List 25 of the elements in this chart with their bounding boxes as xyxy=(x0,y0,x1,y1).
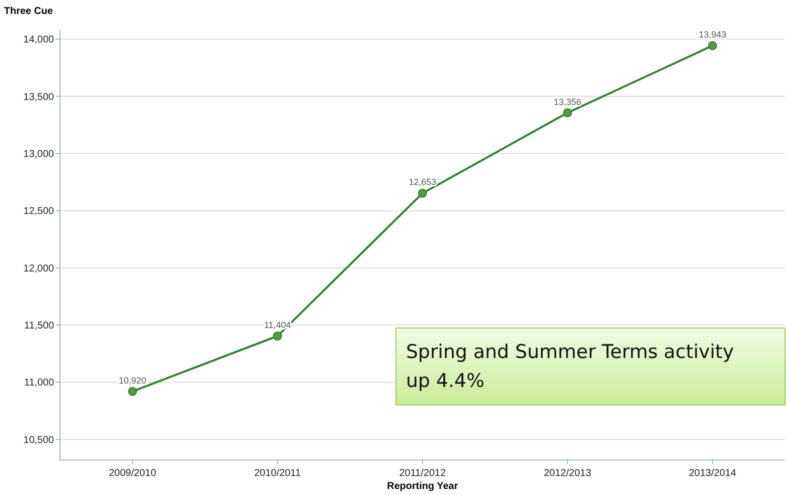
point xyxy=(273,332,282,341)
y-axis-title: Three Cue xyxy=(4,6,54,17)
y-tick-label: 13,500 xyxy=(23,92,54,103)
point xyxy=(708,41,717,50)
x-tick-label: 2012/2013 xyxy=(544,468,592,479)
data-label: 13,356 xyxy=(554,96,582,107)
point xyxy=(563,108,572,118)
x-tick-label: 2013/2014 xyxy=(688,468,737,479)
data-label: 13,943 xyxy=(698,30,726,40)
x-axis-title: Reporting Year xyxy=(387,481,458,492)
y-tick-label: 12,500 xyxy=(23,206,54,218)
x-tick-label: 2009/2010 xyxy=(108,468,157,479)
y-tick-label: 11,000 xyxy=(24,378,54,389)
annotation: Spring and Summer Terms activity up 4.4% xyxy=(406,341,734,392)
y-tick-label: 11,500 xyxy=(24,320,54,332)
point xyxy=(418,188,427,198)
x-tick-label: 2011/2012 xyxy=(399,468,446,479)
y-tick-label: 13,000 xyxy=(23,149,54,160)
y-tick-label: 12,000 xyxy=(23,263,54,274)
data-label: 12,653 xyxy=(408,177,436,188)
data-label: 10,920 xyxy=(118,375,146,386)
y-tick-label: 14,000 xyxy=(23,34,54,46)
x-tick-label: 2010/2011 xyxy=(254,468,302,479)
y-tick-label: 10,500 xyxy=(23,434,54,446)
point xyxy=(128,386,137,396)
